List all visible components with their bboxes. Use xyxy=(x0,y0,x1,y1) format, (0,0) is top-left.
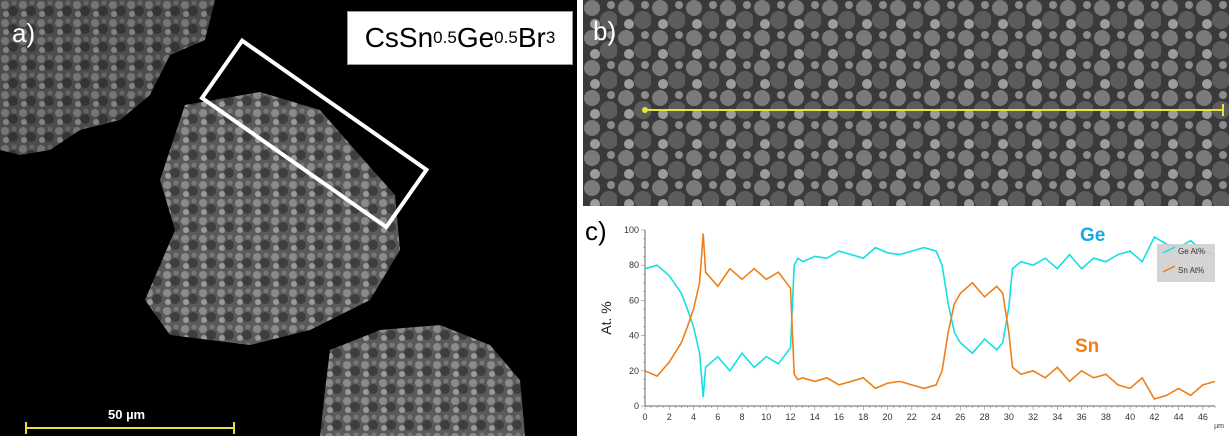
x-tick-label: 4 xyxy=(691,412,696,422)
x-tick-label: 0 xyxy=(642,412,647,422)
panel-a-label: a) xyxy=(12,18,36,48)
x-tick-label: 2 xyxy=(667,412,672,422)
scale-bar-label: 50 µm xyxy=(108,407,146,422)
x-tick-label: 36 xyxy=(1077,412,1087,422)
x-tick-label: 34 xyxy=(1052,412,1062,422)
x-tick-label: 44 xyxy=(1174,412,1184,422)
x-tick-label: 26 xyxy=(955,412,965,422)
y-tick-label: 80 xyxy=(629,260,639,270)
x-tick-label: 20 xyxy=(883,412,893,422)
x-tick-label: 38 xyxy=(1101,412,1111,422)
selection-rectangle xyxy=(199,37,430,230)
annotation-ge: Ge xyxy=(1080,225,1105,246)
sem-overview-drawing xyxy=(0,0,525,436)
x-tick-label: 28 xyxy=(980,412,990,422)
x-tick-label: 32 xyxy=(1028,412,1038,422)
legend-entry-sn: Sn At% xyxy=(1178,266,1204,275)
x-tick-label: 12 xyxy=(786,412,796,422)
x-tick-label: 8 xyxy=(740,412,745,422)
line-scan-start xyxy=(642,107,648,113)
y-tick-label: 60 xyxy=(629,295,639,305)
x-tick-label: 46 xyxy=(1198,412,1208,422)
x-tick-label: 16 xyxy=(834,412,844,422)
sem-image-zoom: b) xyxy=(583,0,1229,206)
legend-swatch-sn xyxy=(1162,265,1176,273)
annotation-sn: Sn xyxy=(1075,336,1099,357)
legend-swatch-ge xyxy=(1162,246,1176,254)
particle-bottom-right xyxy=(320,325,525,436)
x-tick-label: 14 xyxy=(810,412,820,422)
x-tick-label: 22 xyxy=(907,412,917,422)
particle-top-left xyxy=(0,0,215,155)
x-tick-label: 18 xyxy=(858,412,868,422)
x-tick-label: 6 xyxy=(715,412,720,422)
y-tick-label: 20 xyxy=(629,366,639,376)
x-tick-label: 40 xyxy=(1125,412,1135,422)
panel-c-label: c) xyxy=(585,216,607,246)
x-axis-label: µm xyxy=(1214,423,1224,430)
x-tick-label: 10 xyxy=(761,412,771,422)
x-tick-label: 30 xyxy=(1004,412,1014,422)
edx-line-profile: 0 2 4 6 8 10 12 14 16 18 20 22 24 26 28 30 32 34 36 38 40 42 4… xyxy=(583,210,1229,436)
edx-chart: 0 2 4 6 8 10 12 14 16 18 20 22 24 26 28 30 32 34 36 38 40 42 4… xyxy=(598,225,1224,430)
x-tick-label: 24 xyxy=(931,412,941,422)
series-line-ge xyxy=(644,235,1216,398)
x-tick-label: 42 xyxy=(1149,412,1159,422)
particle-center xyxy=(145,92,400,345)
panel-b-label: b) xyxy=(593,16,617,46)
sem-image-overview: a) CsSn 0.5 Ge 0.5 Br 3 50 µm xyxy=(0,0,577,436)
y-tick-label: 0 xyxy=(634,401,639,411)
sem-zoom-drawing xyxy=(583,0,1229,206)
y-tick-label: 100 xyxy=(624,225,639,235)
legend-entry-ge: Ge At% xyxy=(1178,247,1205,256)
y-tick-label: 40 xyxy=(629,331,639,341)
series-line-sn xyxy=(644,233,1216,400)
y-axis-label: At. % xyxy=(598,301,614,334)
composition-label: CsSn 0.5 Ge 0.5 Br 3 xyxy=(347,11,573,65)
